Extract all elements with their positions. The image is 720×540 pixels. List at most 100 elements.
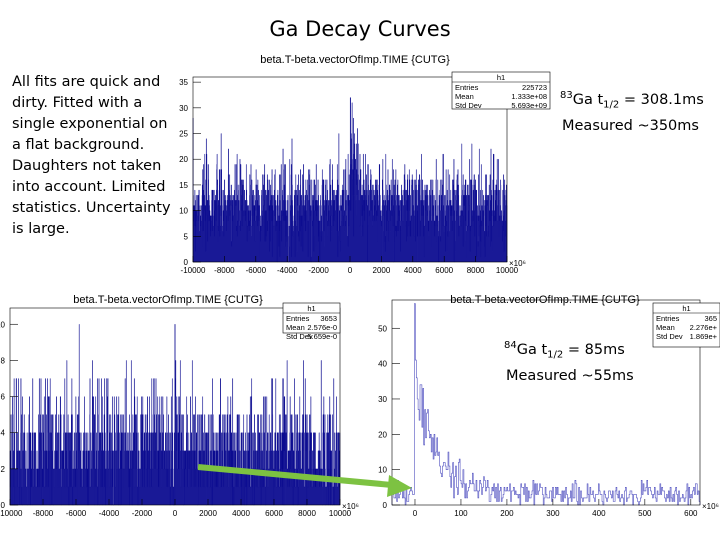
stats-label: Mean xyxy=(455,92,474,101)
plot-title: beta.T-beta.vectorOfImp.TIME {CUTG} xyxy=(450,294,640,306)
x-tick-label: 4000 xyxy=(404,266,422,275)
y-tick-label: 15 xyxy=(179,181,188,190)
y-tick-label: 40 xyxy=(378,360,387,369)
y-tick-label: 2 xyxy=(1,465,6,474)
y-tick-label: 4 xyxy=(1,429,6,438)
x-tick-label: 2000 xyxy=(373,266,391,275)
stats-value: 2.276e+ xyxy=(690,323,718,332)
y-tick-label: 50 xyxy=(378,324,387,333)
notes-text: All fits are quick and dirty. Fitted wit… xyxy=(12,74,171,237)
histogram-bars xyxy=(9,324,341,506)
slide-title: Ga Decay Curves xyxy=(269,17,451,41)
x-tick-label: -6000 xyxy=(246,266,267,275)
stats-value: 1.869e+ xyxy=(690,332,718,341)
ga83-sub: 1/2 xyxy=(603,99,620,111)
plot-frame xyxy=(391,299,701,506)
x-tick-label: 10000 xyxy=(329,509,352,518)
stats-name: h1 xyxy=(497,73,505,82)
x-tick-label: 6000 xyxy=(435,266,453,275)
x-tick-label: 8000 xyxy=(467,266,485,275)
y-tick-label: 0 xyxy=(383,501,388,510)
y-tick-label: 20 xyxy=(378,430,387,439)
y-tick-label: 5 xyxy=(184,232,189,241)
ga84-sub: 1/2 xyxy=(547,349,564,361)
x-tick-label: -8000 xyxy=(33,509,54,518)
stats-label: Entries xyxy=(455,83,479,92)
x-tick-label: -2000 xyxy=(132,509,153,518)
x-tick-label: -4000 xyxy=(277,266,298,275)
ga84-label: Ga t xyxy=(516,341,548,358)
y-tick-label: 0 xyxy=(184,258,189,267)
y-tick-label: 10 xyxy=(378,466,387,475)
stats-value: 365 xyxy=(704,314,717,323)
stats-value: 2.576e-0 xyxy=(307,323,337,332)
stats-name: h1 xyxy=(682,304,690,313)
stats-box xyxy=(451,71,551,110)
stats-value: 5.693e+09 xyxy=(511,101,547,110)
ga84-mass: 84 xyxy=(504,340,517,351)
stats-label: Std Dev xyxy=(656,332,683,341)
histogram-bars xyxy=(192,97,508,263)
y-tick-label: 0 xyxy=(1,501,6,510)
x-tick-label: -2000 xyxy=(308,266,329,275)
x-tick-label: 0 xyxy=(173,509,178,518)
ga83-mass: 83 xyxy=(560,90,573,101)
y-tick-label: 8 xyxy=(1,356,6,365)
stats-box xyxy=(652,302,720,348)
ga83-value: = 308.1ms xyxy=(619,91,704,108)
y-tick-label: 30 xyxy=(378,395,387,404)
stats-label: Entries xyxy=(656,314,680,323)
arrow-shaft xyxy=(197,464,393,488)
x-tick-label: 100 xyxy=(454,509,468,518)
x-tick-label: 600 xyxy=(684,509,698,518)
x-tick-label: 400 xyxy=(592,509,606,518)
x-tick-label: 10000 xyxy=(496,266,519,275)
y-tick-label: 35 xyxy=(179,78,188,87)
arrow-head-icon xyxy=(387,475,412,497)
plot-title: beta.T-beta.vectorOfImp.TIME {CUTG} xyxy=(73,294,263,306)
x-tick-label: 500 xyxy=(638,509,652,518)
plot-title: beta.T-beta.vectorOfImp.TIME {CUTG} xyxy=(260,54,450,66)
ga84-value: = 85ms xyxy=(563,341,625,358)
stats-value: 225723 xyxy=(522,83,547,92)
y-tick-label: 10 xyxy=(0,320,6,329)
x-tick-label: 4000 xyxy=(232,509,250,518)
stats-box xyxy=(282,302,341,334)
y-tick-label: 20 xyxy=(179,155,188,164)
x-tick-label: -8000 xyxy=(214,266,235,275)
stats-label: Std Dev xyxy=(286,332,313,341)
stats-name: h1 xyxy=(307,304,315,313)
x-tick-label: 300 xyxy=(546,509,560,518)
histogram-panel-2: beta.T-beta.vectorOfImp.TIME {CUTG} 0 2 4 6 8… xyxy=(0,294,359,518)
x-tick-label: -10000 xyxy=(0,509,23,518)
ga83-measured: Measured ~350ms xyxy=(562,117,699,134)
ga84-measured: Measured ~55ms xyxy=(506,367,634,384)
stats-label: Mean xyxy=(286,323,305,332)
stats-value: 5.659e-0 xyxy=(307,332,337,341)
y-tick-label: 25 xyxy=(179,130,188,139)
x-tick-label: 8000 xyxy=(298,509,316,518)
x-tick-label: -6000 xyxy=(66,509,87,518)
x-tick-label: 0 xyxy=(413,509,418,518)
histogram-panel-1: beta.T-beta.vectorOfImp.TIME {CUTG} 0 5 10 1… xyxy=(179,54,551,275)
x-tick-label: -4000 xyxy=(99,509,120,518)
x-exponent-label: ×10⁶ xyxy=(702,502,719,511)
x-tick-label: 0 xyxy=(348,266,353,275)
ga83-annotation: 83Ga t1/2 = 308.1ms Measured ~350ms xyxy=(560,86,704,136)
ga84-annotation: 84Ga t1/2 = 85ms Measured ~55ms xyxy=(504,336,634,386)
x-tick-label: 6000 xyxy=(265,509,283,518)
stats-label: Mean xyxy=(656,323,675,332)
stats-label: Std Dev xyxy=(455,101,482,110)
x-tick-label: -10000 xyxy=(181,266,206,275)
x-tick-label: 200 xyxy=(500,509,514,518)
x-tick-label: 2000 xyxy=(199,509,217,518)
ga83-label: Ga t xyxy=(572,91,604,108)
y-tick-label: 6 xyxy=(1,393,6,402)
stats-value: 3653 xyxy=(320,314,337,323)
stats-value: 1.333e+08 xyxy=(511,92,547,101)
x-exponent-label: ×10⁶ xyxy=(509,259,526,268)
y-tick-label: 10 xyxy=(179,207,188,216)
x-exponent-label: ×10⁶ xyxy=(342,502,359,511)
stats-label: Entries xyxy=(286,314,310,323)
